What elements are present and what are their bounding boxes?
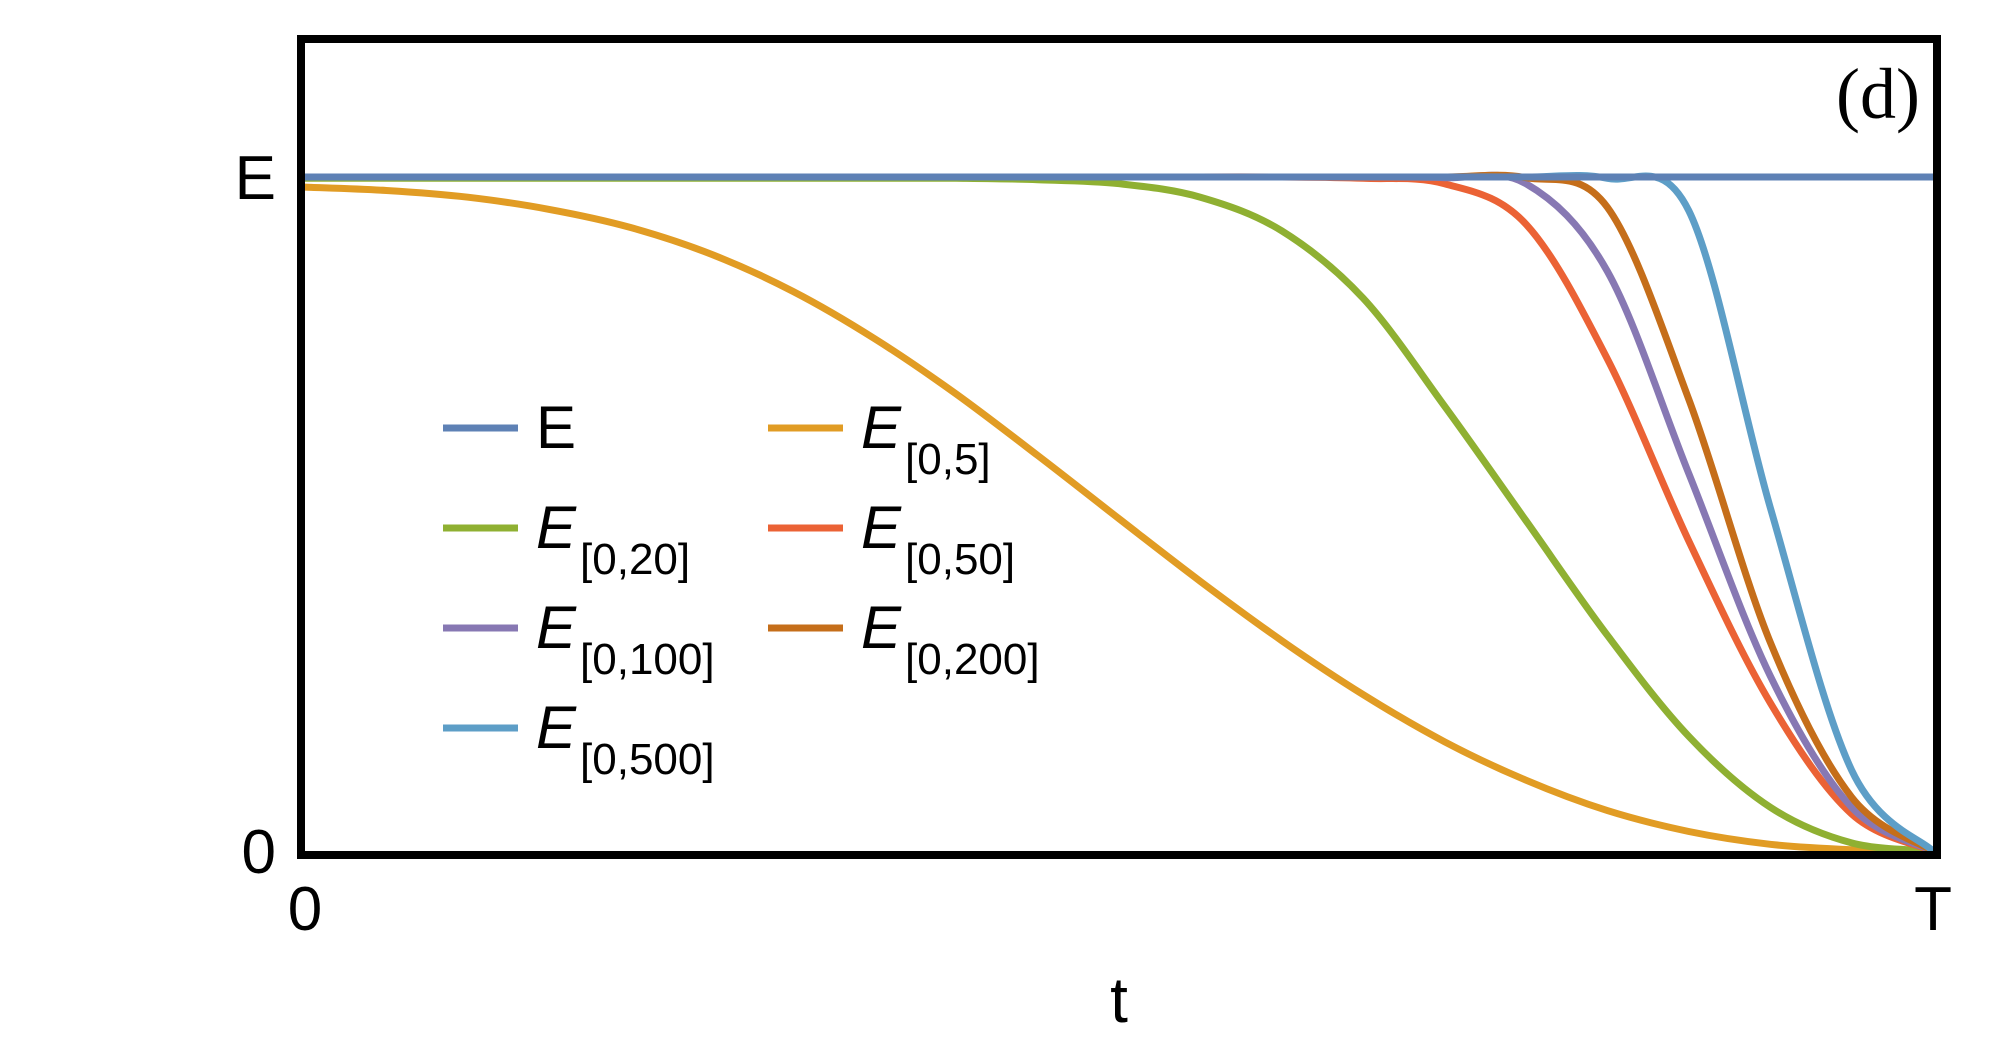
legend-label-subscript: [0,20] <box>580 535 690 584</box>
legend-label: E <box>536 394 576 461</box>
series-lines <box>301 171 1937 855</box>
legend-label-subscript: [0,5] <box>905 435 991 484</box>
y-tick-label: E <box>235 144 276 213</box>
legend-label: E[0,20] <box>536 494 690 584</box>
series-line-e-0-5 <box>301 183 1937 855</box>
legend-label: E[0,50] <box>861 494 1015 584</box>
legend-label: E[0,100] <box>536 594 715 684</box>
panel-label: (d) <box>1836 54 1920 134</box>
x-tick-label: 0 <box>288 875 322 944</box>
axis-ticks: 0 E 0 T <box>235 144 1952 944</box>
x-tick-label: T <box>1914 875 1952 944</box>
x-axis-label: t <box>1110 964 1128 1036</box>
y-tick-label: 0 <box>242 818 276 887</box>
legend-label-subscript: [0,200] <box>905 635 1040 684</box>
plot-frame <box>297 35 1941 859</box>
legend-label-subscript: [0,100] <box>580 635 715 684</box>
legend-label-subscript: [0,500] <box>580 735 715 784</box>
legend: E E[0,5]E[0,20] E[0,50]E[0,100] E[0,200]E[0… <box>443 394 1040 784</box>
legend-label: E[0,200] <box>861 594 1040 684</box>
legend-label: E[0,500] <box>536 694 715 784</box>
legend-label-subscript: [0,50] <box>905 535 1015 584</box>
